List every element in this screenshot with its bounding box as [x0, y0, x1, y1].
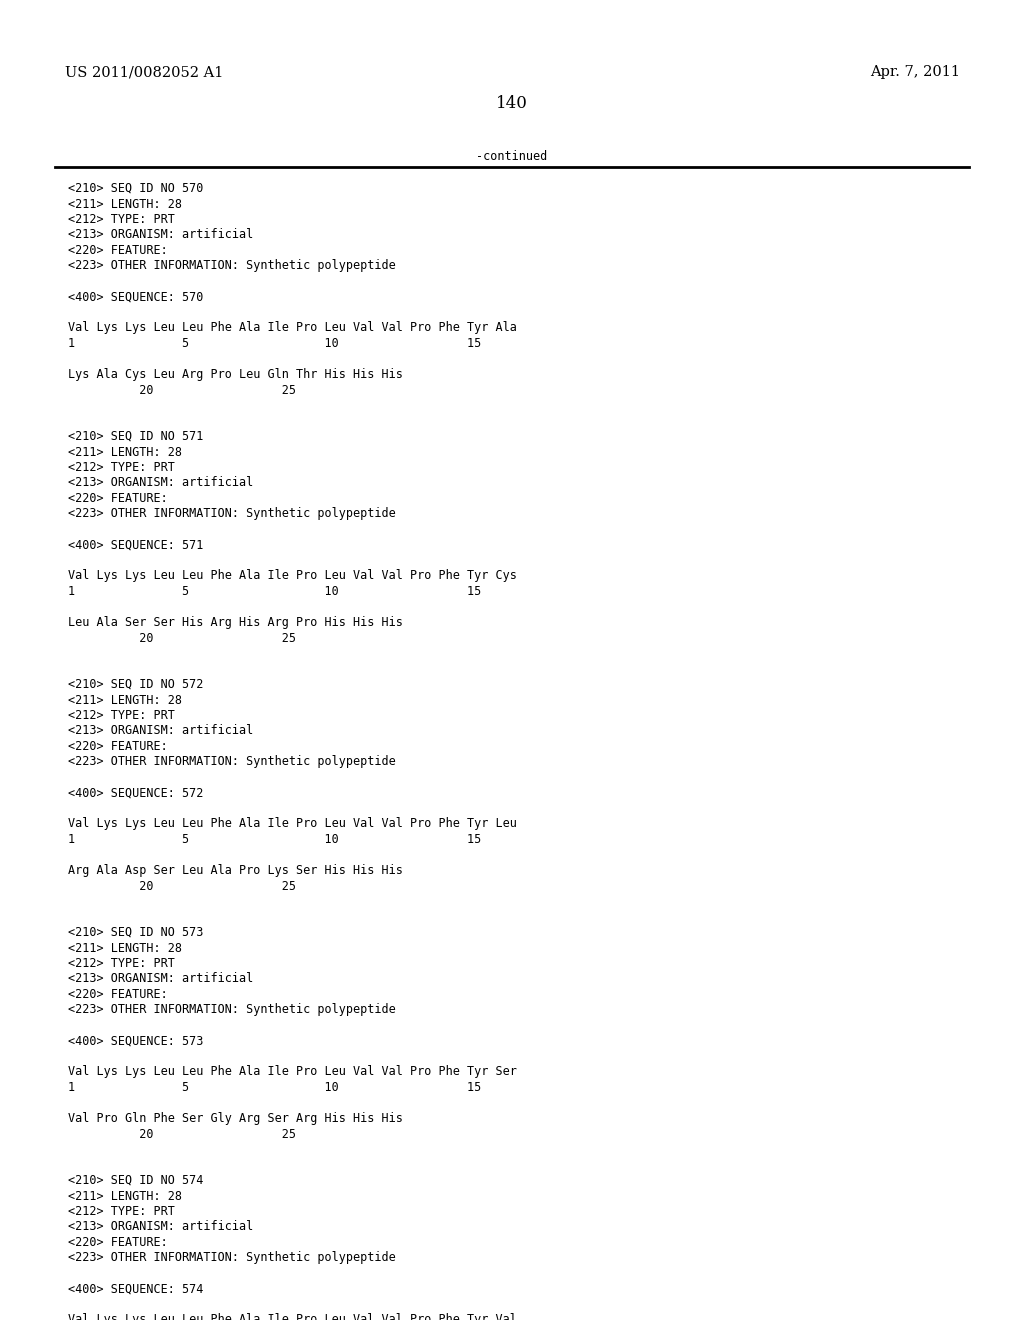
Text: <212> TYPE: PRT: <212> TYPE: PRT [68, 709, 175, 722]
Text: <400> SEQUENCE: 574: <400> SEQUENCE: 574 [68, 1283, 204, 1295]
Text: <212> TYPE: PRT: <212> TYPE: PRT [68, 957, 175, 970]
Text: Val Lys Lys Leu Leu Phe Ala Ile Pro Leu Val Val Pro Phe Tyr Ser: Val Lys Lys Leu Leu Phe Ala Ile Pro Leu … [68, 1065, 517, 1078]
Text: Val Lys Lys Leu Leu Phe Ala Ile Pro Leu Val Val Pro Phe Tyr Ala: Val Lys Lys Leu Leu Phe Ala Ile Pro Leu … [68, 322, 517, 334]
Text: Val Lys Lys Leu Leu Phe Ala Ile Pro Leu Val Val Pro Phe Tyr Leu: Val Lys Lys Leu Leu Phe Ala Ile Pro Leu … [68, 817, 517, 830]
Text: <220> FEATURE:: <220> FEATURE: [68, 492, 168, 506]
Text: <210> SEQ ID NO 572: <210> SEQ ID NO 572 [68, 678, 204, 690]
Text: 140: 140 [496, 95, 528, 112]
Text: Leu Ala Ser Ser His Arg His Arg Pro His His His: Leu Ala Ser Ser His Arg His Arg Pro His … [68, 616, 402, 630]
Text: <220> FEATURE:: <220> FEATURE: [68, 1236, 168, 1249]
Text: <213> ORGANISM: artificial: <213> ORGANISM: artificial [68, 1221, 253, 1233]
Text: 20                  25: 20 25 [68, 384, 296, 396]
Text: <220> FEATURE:: <220> FEATURE: [68, 987, 168, 1001]
Text: <211> LENGTH: 28: <211> LENGTH: 28 [68, 941, 182, 954]
Text: 1               5                   10                  15: 1 5 10 15 [68, 833, 481, 846]
Text: <223> OTHER INFORMATION: Synthetic polypeptide: <223> OTHER INFORMATION: Synthetic polyp… [68, 1251, 395, 1265]
Text: <211> LENGTH: 28: <211> LENGTH: 28 [68, 446, 182, 458]
Text: <211> LENGTH: 28: <211> LENGTH: 28 [68, 198, 182, 210]
Text: 1               5                   10                  15: 1 5 10 15 [68, 337, 481, 350]
Text: US 2011/0082052 A1: US 2011/0082052 A1 [65, 65, 223, 79]
Text: 1               5                   10                  15: 1 5 10 15 [68, 585, 481, 598]
Text: Val Lys Lys Leu Leu Phe Ala Ile Pro Leu Val Val Pro Phe Tyr Val: Val Lys Lys Leu Leu Phe Ala Ile Pro Leu … [68, 1313, 517, 1320]
Text: <213> ORGANISM: artificial: <213> ORGANISM: artificial [68, 725, 253, 738]
Text: Val Lys Lys Leu Leu Phe Ala Ile Pro Leu Val Val Pro Phe Tyr Cys: Val Lys Lys Leu Leu Phe Ala Ile Pro Leu … [68, 569, 517, 582]
Text: <210> SEQ ID NO 571: <210> SEQ ID NO 571 [68, 430, 204, 444]
Text: -continued: -continued [476, 150, 548, 162]
Text: <213> ORGANISM: artificial: <213> ORGANISM: artificial [68, 228, 253, 242]
Text: 20                  25: 20 25 [68, 631, 296, 644]
Text: Val Pro Gln Phe Ser Gly Arg Ser Arg His His His: Val Pro Gln Phe Ser Gly Arg Ser Arg His … [68, 1111, 402, 1125]
Text: <223> OTHER INFORMATION: Synthetic polypeptide: <223> OTHER INFORMATION: Synthetic polyp… [68, 755, 395, 768]
Text: <213> ORGANISM: artificial: <213> ORGANISM: artificial [68, 973, 253, 986]
Text: <220> FEATURE:: <220> FEATURE: [68, 244, 168, 257]
Text: <223> OTHER INFORMATION: Synthetic polypeptide: <223> OTHER INFORMATION: Synthetic polyp… [68, 260, 395, 272]
Text: <213> ORGANISM: artificial: <213> ORGANISM: artificial [68, 477, 253, 490]
Text: <210> SEQ ID NO 570: <210> SEQ ID NO 570 [68, 182, 204, 195]
Text: Arg Ala Asp Ser Leu Ala Pro Lys Ser His His His: Arg Ala Asp Ser Leu Ala Pro Lys Ser His … [68, 865, 402, 876]
Text: <400> SEQUENCE: 572: <400> SEQUENCE: 572 [68, 787, 204, 800]
Text: Lys Ala Cys Leu Arg Pro Leu Gln Thr His His His: Lys Ala Cys Leu Arg Pro Leu Gln Thr His … [68, 368, 402, 381]
Text: <212> TYPE: PRT: <212> TYPE: PRT [68, 461, 175, 474]
Text: <223> OTHER INFORMATION: Synthetic polypeptide: <223> OTHER INFORMATION: Synthetic polyp… [68, 1003, 395, 1016]
Text: <211> LENGTH: 28: <211> LENGTH: 28 [68, 693, 182, 706]
Text: 20                  25: 20 25 [68, 1127, 296, 1140]
Text: <400> SEQUENCE: 570: <400> SEQUENCE: 570 [68, 290, 204, 304]
Text: <223> OTHER INFORMATION: Synthetic polypeptide: <223> OTHER INFORMATION: Synthetic polyp… [68, 507, 395, 520]
Text: <212> TYPE: PRT: <212> TYPE: PRT [68, 213, 175, 226]
Text: <220> FEATURE:: <220> FEATURE: [68, 741, 168, 752]
Text: 20                  25: 20 25 [68, 879, 296, 892]
Text: Apr. 7, 2011: Apr. 7, 2011 [870, 65, 961, 79]
Text: <400> SEQUENCE: 573: <400> SEQUENCE: 573 [68, 1035, 204, 1048]
Text: <210> SEQ ID NO 573: <210> SEQ ID NO 573 [68, 927, 204, 939]
Text: <211> LENGTH: 28: <211> LENGTH: 28 [68, 1189, 182, 1203]
Text: <210> SEQ ID NO 574: <210> SEQ ID NO 574 [68, 1173, 204, 1187]
Text: <400> SEQUENCE: 571: <400> SEQUENCE: 571 [68, 539, 204, 552]
Text: 1               5                   10                  15: 1 5 10 15 [68, 1081, 481, 1094]
Text: <212> TYPE: PRT: <212> TYPE: PRT [68, 1205, 175, 1218]
